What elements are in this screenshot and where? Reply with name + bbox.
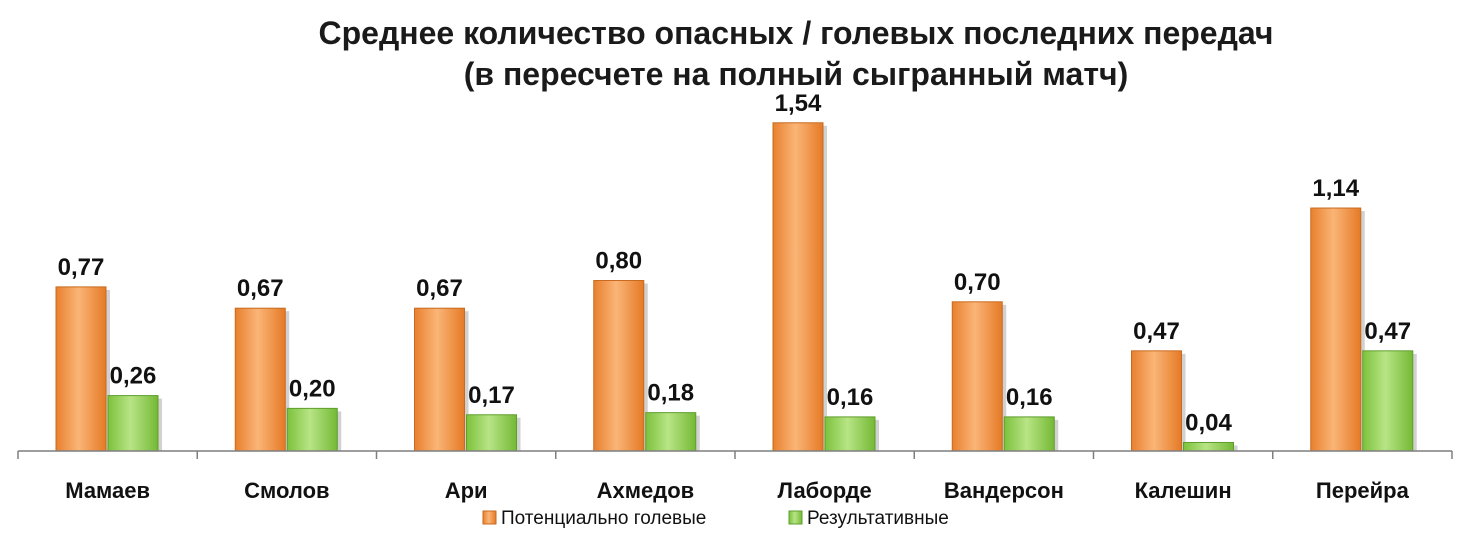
legend: Потенциально голевые Результативные [482,508,949,529]
bar-result-4 [645,412,697,452]
data-label: 0,18 [647,380,694,407]
data-label: 0,20 [289,375,336,402]
bar-result-3 [466,414,517,452]
bar-potential-7 [1131,350,1182,452]
x-axis: Мамаев Смолов Ари Ахмедов Лаборде Вандерсон Ка… [17,450,1453,503]
category-label: Ахмедов [597,478,695,503]
bar-result-5 [824,416,876,452]
category-label: Ари [445,478,488,503]
data-label: 0,67 [416,275,463,302]
data-label: 1,54 [775,90,822,117]
legend-label-result: Результативные [807,508,949,529]
data-label: 0,47 [1364,318,1411,345]
bar-result-6 [1003,416,1055,452]
legend-swatch-potential [482,510,497,525]
data-label: 0,17 [468,382,515,409]
data-label: 1,14 [1312,175,1359,202]
chart-title: Среднее количество опасных / голевых пос… [319,15,1274,92]
bar-potential-1 [55,286,107,452]
bar-potential-4 [593,280,645,452]
bar-result-7 [1183,441,1234,452]
data-label: 0,67 [237,275,284,302]
category-label: Лаборде [777,478,871,503]
bar-potential-2 [234,307,286,452]
category-label: Смолов [244,478,329,503]
bar-potential-3 [414,307,465,452]
data-label: 0,70 [954,269,1001,296]
bar-result-1 [107,395,159,452]
category-label: Калешин [1135,478,1232,503]
chart-title-line-1: Среднее количество опасных / голевых пос… [319,15,1274,51]
category-label: Мамаев [65,478,150,503]
bar-result-8 [1362,350,1414,452]
bar-potential-6 [951,301,1003,452]
data-label: 0,16 [827,384,874,411]
legend-swatch-result [788,510,803,525]
data-label: 0,26 [110,363,157,390]
chart-title-line-2: (в пересчете на полный сыгранный матч) [464,56,1128,92]
data-label: 0,47 [1133,318,1180,345]
plot-area: 0,77 0,26 0,67 0,20 0,67 0,17 0,80 0,18 1,54 0,16… [55,90,1417,452]
data-label: 0,04 [1185,409,1232,436]
data-label: 0,80 [595,248,642,275]
category-label: Перейра [1316,478,1410,503]
data-label: 0,77 [58,254,105,281]
category-label: Вандерсон [944,478,1064,503]
bar-potential-8 [1310,207,1362,452]
data-label: 0,16 [1006,384,1053,411]
legend-label-potential: Потенциально голевые [501,508,706,529]
bar-potential-5 [772,122,824,452]
bar-result-2 [286,407,338,452]
